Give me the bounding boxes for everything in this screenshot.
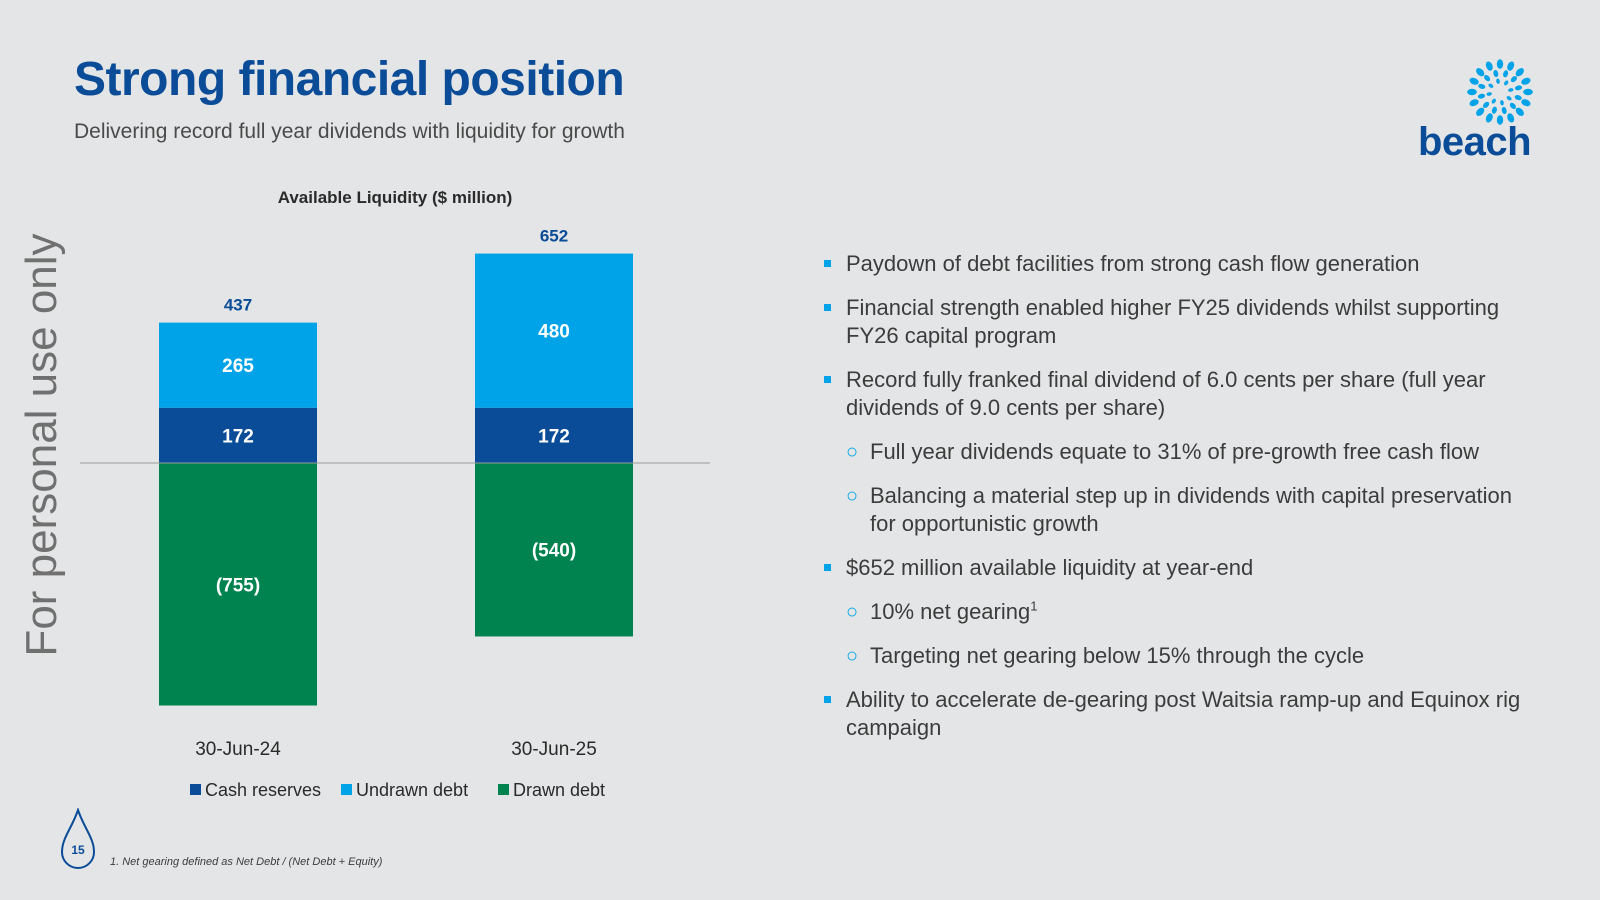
page-title: Strong financial position: [74, 53, 625, 106]
bullet-text: Paydown of debt facilities from strong c…: [846, 251, 1420, 276]
logo-swirl-dot: [1503, 70, 1509, 78]
logo-swirl-dot: [1496, 59, 1504, 69]
chart-title: Available Liquidity ($ million): [278, 188, 513, 207]
bullet-text: Balancing a material step up in dividend…: [870, 483, 1513, 536]
bullet-text: Ability to accelerate de-gearing post Wa…: [846, 687, 1521, 740]
legend-label: Cash reserves: [205, 780, 321, 800]
data-label: 265: [222, 356, 254, 377]
bar-cash-reserves: [475, 407, 633, 463]
logo-swirl-dot: [1469, 77, 1479, 85]
bullet-text: Targeting net gearing below 15% through …: [870, 643, 1365, 668]
page-number: 15: [71, 843, 85, 857]
logo-swirl-dot: [1469, 99, 1479, 107]
logo-swirl-dot: [1521, 77, 1531, 85]
circle-bullet-icon: ○: [846, 601, 859, 623]
logo-swirl-dot: [1514, 85, 1523, 91]
bar-undrawn-debt: [475, 253, 633, 408]
bullet-item: Ability to accelerate de-gearing post Wa…: [820, 686, 1540, 742]
logo-swirl-dot: [1496, 78, 1500, 84]
logo-swirl-dot: [1514, 95, 1522, 101]
bullet-text: 10% net gearing: [870, 599, 1031, 624]
circle-bullet-icon: ○: [846, 441, 859, 463]
logo-swirl-dot: [1476, 68, 1485, 77]
logo-swirl-dot: [1476, 107, 1485, 116]
footnote-marker: 1: [1030, 598, 1038, 614]
x-tick-label: 30-Jun-24: [195, 739, 281, 760]
logo-swirl-dot: [1477, 93, 1486, 99]
logo-swirl-dot: [1509, 102, 1516, 110]
circle-bullet-icon: ○: [846, 645, 859, 667]
logo-swirl-dot: [1478, 83, 1486, 89]
logo-swirl-dot: [1491, 106, 1497, 114]
logo-swirl-dot: [1510, 76, 1518, 83]
total-label: 437: [224, 296, 252, 315]
sub-bullet-item: ○ Targeting net gearing below 15% through…: [820, 642, 1540, 670]
data-label: 172: [222, 426, 254, 447]
legend-label: Undrawn debt: [356, 780, 468, 800]
bar-cash-reserves: [159, 407, 317, 463]
logo-swirl-dot: [1508, 88, 1514, 92]
circle-bullet-icon: ○: [846, 485, 859, 507]
logo-swirl-dot: [1504, 80, 1509, 86]
bullet-item: Record fully franked final dividend of 6…: [820, 366, 1540, 422]
logo-swirl-dot: [1506, 96, 1512, 101]
legend-label: Drawn debt: [513, 780, 605, 800]
data-label: 480: [538, 322, 570, 343]
logo-swirl-dot: [1488, 83, 1494, 88]
data-label: (540): [532, 541, 576, 562]
sub-bullet-item: ○ Balancing a material step up in dividen…: [820, 482, 1540, 538]
logo-swirl-dot: [1507, 61, 1515, 71]
sub-bullet-item: ○ 10% net gearing1: [820, 598, 1540, 626]
footnote: 1. Net gearing defined as Net Debt / (Ne…: [110, 856, 383, 868]
legend-swatch: [341, 784, 352, 795]
bullet-text: Financial strength enabled higher FY25 d…: [846, 295, 1500, 348]
bullet-text: $652 million available liquidity at year…: [846, 555, 1254, 580]
logo-swirl-dot: [1515, 68, 1524, 77]
page-subtitle: Delivering record full year dividends wi…: [74, 120, 625, 143]
bullet-list: Paydown of debt facilities from strong c…: [820, 250, 1540, 758]
total-label: 652: [540, 227, 568, 246]
bullet-item: Paydown of debt facilities from strong c…: [820, 250, 1540, 278]
logo-swirl-dot: [1482, 101, 1490, 108]
bullet-text: Full year dividends equate to 31% of pre…: [870, 439, 1479, 464]
droplet-icon: [60, 808, 96, 869]
logo-swirl-dot: [1467, 88, 1477, 96]
logo-swirl-dot: [1491, 98, 1496, 104]
logo-swirl-dot: [1523, 88, 1533, 96]
logo-swirl-dot: [1493, 69, 1499, 78]
logo-swirl-dot: [1521, 99, 1531, 107]
logo-swirl-dot: [1484, 74, 1491, 82]
liquidity-chart: Available Liquidity ($ million) 172 265 (75…: [80, 188, 710, 800]
logo-swirl-dot: [1501, 106, 1507, 115]
data-label: 172: [538, 426, 570, 447]
bar-drawn-debt: [475, 463, 633, 637]
logo-swirl-dot: [1500, 100, 1504, 106]
bar-undrawn-debt: [159, 322, 317, 408]
sub-bullet-item: ○ Full year dividends equate to 31% of pr…: [820, 438, 1540, 466]
bullet-item: $652 million available liquidity at year…: [820, 554, 1540, 582]
logo-swirl-dot: [1496, 115, 1504, 125]
logo-wordmark: beach: [1418, 120, 1532, 164]
logo-swirl-dot: [1485, 61, 1493, 71]
bullet-text: Record fully franked final dividend of 6…: [846, 367, 1486, 420]
logo-swirl-dot: [1507, 113, 1515, 123]
legend-swatch: [190, 784, 201, 795]
beach-droplet-swirl-icon: [1467, 59, 1533, 125]
logo-swirl-dot: [1486, 92, 1492, 96]
x-tick-label: 30-Jun-25: [511, 739, 597, 760]
legend-swatch: [498, 784, 509, 795]
data-label: (755): [216, 575, 260, 596]
logo-swirl-dot: [1515, 107, 1524, 116]
bar-drawn-debt: [159, 463, 317, 706]
logo-swirl-dot: [1485, 113, 1493, 123]
bullet-item: Financial strength enabled higher FY25 d…: [820, 294, 1540, 350]
